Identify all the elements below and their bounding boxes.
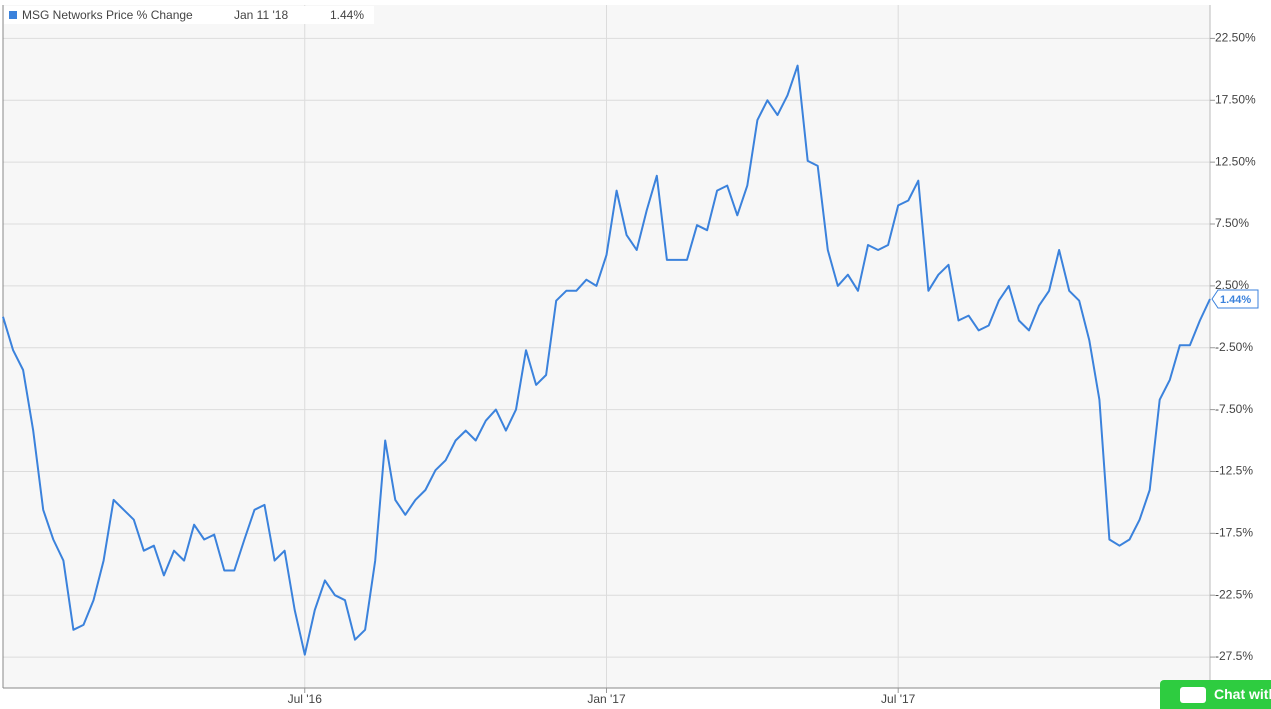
plot: 1.44% [2,64,1259,656]
legend-label: MSG Networks Price % Change [22,8,193,22]
chat-button[interactable]: Chat with [1160,680,1271,709]
chat-icon [1180,687,1206,704]
y-tick-label: -27.5% [1215,649,1253,663]
chat-label[interactable]: Chat with [1214,686,1271,702]
y-tick-label: -12.5% [1215,464,1253,478]
end-label-box [1211,289,1259,309]
x-tick-label: Jan '17 [587,692,626,706]
end-label: 1.44% [1211,289,1259,309]
y-tick-label: -17.5% [1215,526,1253,540]
y-tick-label: -7.50% [1215,402,1253,416]
legend-swatch [9,11,17,19]
y-tick-label: 22.50% [1215,31,1256,45]
y-tick-label: -22.5% [1215,587,1253,601]
y-tick-label: 12.50% [1215,154,1256,168]
y-tick-label: -2.50% [1215,340,1253,354]
y-tick-label: 17.50% [1215,92,1256,106]
legend-date: Jan 11 '18 [234,8,288,22]
x-tick-label: Jul '16 [288,692,323,706]
end-label-text: 1.44% [1220,294,1251,306]
line-series [2,64,1211,656]
grid [3,5,1210,688]
legend: MSG Networks Price % Change Jan 11 '18 1… [4,6,374,24]
x-tick-label: Jul '17 [881,692,916,706]
y-tick-label: 2.50% [1215,278,1249,292]
y-tick-label: 7.50% [1215,216,1249,230]
legend-value: 1.44% [330,8,364,22]
legend-box [4,6,374,24]
